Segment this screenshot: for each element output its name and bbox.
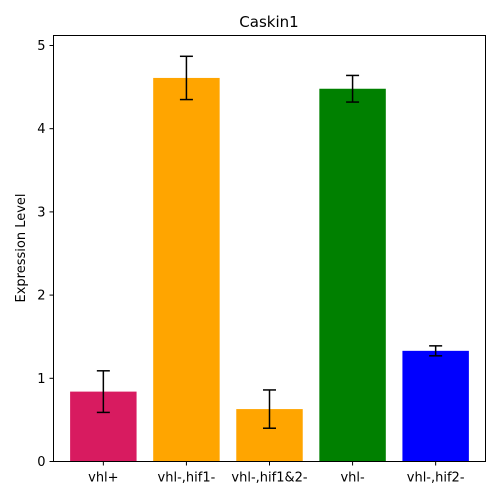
y-tick-label-4: 4 (37, 122, 45, 137)
bars-group (70, 77, 469, 462)
chart-title: Caskin1 (239, 13, 298, 31)
x-tick-label-0: vhl+ (88, 471, 118, 486)
y-axis-label: Expression Level (14, 193, 29, 302)
x-tick-label-2: vhl-,hif1&2- (231, 471, 307, 486)
error-bars-group (96, 55, 443, 429)
y-tick-label-1: 1 (37, 372, 45, 387)
y-tick-label-0: 0 (37, 455, 45, 470)
x-tick-label-1: vhl-,hif1- (158, 471, 216, 486)
bar-1 (153, 77, 220, 462)
bar-4 (402, 350, 469, 462)
y-axis: 0 1 2 3 4 5 (37, 39, 54, 470)
y-tick-label-5: 5 (37, 39, 45, 54)
y-tick-label-3: 3 (37, 205, 45, 220)
y-tick-label-2: 2 (37, 289, 45, 304)
x-axis: vhl+ vhl-,hif1- vhl-,hif1&2- vhl-vhl-,hif2- (88, 461, 465, 486)
x-tick-label-4: vhl-,hif2- (407, 471, 465, 486)
bar-3 (319, 88, 386, 462)
x-tick-label-3: vhl- (340, 471, 365, 486)
